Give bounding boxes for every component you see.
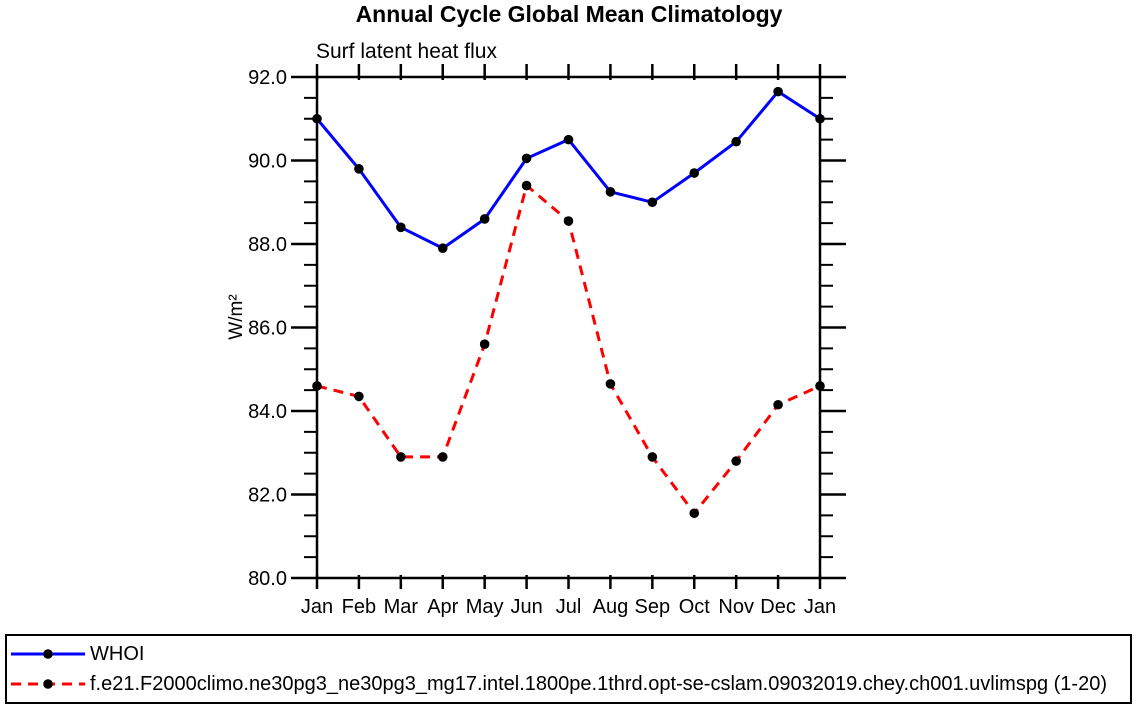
data-point xyxy=(396,452,406,462)
data-point xyxy=(815,381,825,391)
data-point xyxy=(773,399,783,410)
data-point xyxy=(563,216,574,226)
y-tick-label: 86.0 xyxy=(248,318,287,340)
series-line-1 xyxy=(316,182,821,516)
data-point xyxy=(815,113,825,124)
legend-line-sample-model xyxy=(11,679,85,689)
data-point xyxy=(731,456,741,466)
data-point xyxy=(479,214,490,224)
legend-label-whoi: WHOI xyxy=(90,642,145,665)
legend-box: WHOI f.e21.F2000climo.ne30pg3_ne30pg3_mg… xyxy=(5,634,1132,704)
plot-area: Jan Feb Mar Apr May Jun Jul Aug Sep Oct Nov Dec Jan 9… xyxy=(248,64,846,618)
data-point xyxy=(605,379,616,389)
data-point xyxy=(647,452,658,462)
x-tick-label: Jun xyxy=(510,596,542,618)
data-point xyxy=(396,222,406,233)
chart-subtitle: Surf latent heat flux xyxy=(316,40,497,63)
chart-title: Annual Cycle Global Mean Climatology xyxy=(355,1,783,27)
y-tick-label: 80.0 xyxy=(248,568,287,590)
data-point xyxy=(437,452,448,462)
x-tick-label: Jul xyxy=(556,596,582,618)
x-tick-label: Jan xyxy=(804,596,836,618)
x-tick-label: Mar xyxy=(384,596,419,618)
data-point xyxy=(312,381,322,391)
data-point xyxy=(689,508,700,519)
data-point xyxy=(689,168,700,178)
data-point xyxy=(773,86,783,97)
plot-box xyxy=(315,75,822,580)
legend-item-model: f.e21.F2000climo.ne30pg3_ne30pg3_mg17.in… xyxy=(7,670,1130,698)
x-tick-label: Oct xyxy=(679,596,711,618)
legend-marker xyxy=(43,649,53,659)
y-tick-label: 92.0 xyxy=(248,67,287,89)
x-tick-label: Sep xyxy=(635,596,671,618)
data-point xyxy=(521,153,532,164)
x-tick-label: Jan xyxy=(301,596,333,618)
data-point xyxy=(312,113,322,124)
legend-label-model: f.e21.F2000climo.ne30pg3_ne30pg3_mg17.in… xyxy=(90,672,1107,695)
x-tick-label: May xyxy=(466,596,504,618)
data-point xyxy=(479,339,490,350)
data-point xyxy=(647,197,658,208)
y-tick-label: 90.0 xyxy=(248,151,287,173)
x-tick-label: Aug xyxy=(593,596,629,618)
data-point xyxy=(731,136,741,147)
y-tick-label: 82.0 xyxy=(248,485,287,507)
legend-marker xyxy=(43,679,53,689)
x-tick-label: Nov xyxy=(718,596,754,618)
x-tick-label: Dec xyxy=(760,596,796,618)
legend-item-whoi: WHOI xyxy=(7,640,1130,668)
data-point xyxy=(354,391,364,402)
x-tick-label: Feb xyxy=(342,596,376,618)
y-tick-label: 84.0 xyxy=(248,401,287,423)
x-tick-label: Apr xyxy=(427,596,458,618)
data-point xyxy=(354,164,364,174)
data-point xyxy=(521,180,532,191)
data-point xyxy=(605,187,616,197)
y-tick-label: 88.0 xyxy=(248,234,287,256)
data-point xyxy=(563,134,574,145)
legend-line-sample-whoi xyxy=(11,649,85,659)
data-point xyxy=(437,243,448,253)
